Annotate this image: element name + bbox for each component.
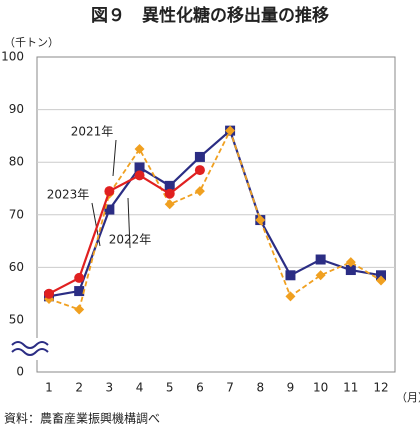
- x-tick-label: 3: [106, 381, 114, 395]
- marker: [134, 162, 145, 173]
- marker: [164, 188, 175, 199]
- marker: [255, 215, 266, 226]
- marker: [315, 254, 326, 265]
- series-line: [48, 128, 382, 298]
- marker: [74, 272, 85, 283]
- marker: [164, 199, 175, 210]
- series-label: 2021年: [71, 125, 114, 139]
- marker: [194, 186, 205, 197]
- y-tick-label: 80: [9, 155, 24, 169]
- marker: [194, 151, 205, 162]
- x-tick-label: 12: [373, 381, 388, 395]
- source: 資料：農畜産業振興機構調べ: [4, 411, 160, 426]
- chart-title: 図９ 異性化糖の移出量の推移: [91, 5, 329, 26]
- series-label: 2022年: [109, 233, 152, 247]
- series-label: 2023年: [47, 188, 90, 202]
- marker: [315, 270, 326, 281]
- marker: [376, 270, 386, 281]
- y-axis-label: （千トン）: [4, 36, 59, 49]
- annotation-leader: [127, 197, 131, 249]
- marker: [104, 204, 115, 215]
- x-tick-label: 11: [343, 381, 358, 395]
- marker: [225, 125, 236, 136]
- marker: [285, 291, 296, 302]
- x-axis-label: （月）: [396, 391, 420, 404]
- x-tick-label: 2: [75, 381, 83, 395]
- marker: [44, 288, 54, 299]
- marker: [345, 257, 356, 268]
- marker: [74, 304, 85, 315]
- annotation-leader: [112, 139, 117, 177]
- marker: [104, 186, 115, 197]
- x-tick-label: 5: [166, 381, 174, 395]
- x-tick-label: 1: [45, 381, 53, 395]
- x-tick-label: 10: [313, 381, 328, 395]
- x-tick-label: 8: [256, 381, 264, 395]
- y-tick-label: 100: [1, 50, 24, 64]
- marker: [164, 180, 175, 191]
- y-tick-label: 0: [16, 365, 24, 379]
- y-tick-label: 60: [9, 260, 24, 274]
- x-tick-label: 6: [196, 381, 204, 395]
- x-tick-label: 9: [287, 381, 295, 395]
- marker: [345, 265, 356, 276]
- y-tick-label: 50: [9, 313, 24, 327]
- x-tick-label: 4: [136, 381, 144, 395]
- marker: [134, 144, 145, 155]
- series-line: [48, 169, 201, 295]
- axis-break: [11, 341, 49, 356]
- y-tick-label: 70: [9, 207, 24, 221]
- marker: [134, 170, 145, 181]
- marker: [74, 286, 85, 297]
- series-line: [48, 128, 382, 311]
- x-tick-label: 7: [226, 381, 234, 395]
- y-tick-label: 90: [9, 102, 24, 116]
- marker: [285, 270, 296, 281]
- marker: [194, 165, 205, 176]
- marker: [376, 275, 386, 286]
